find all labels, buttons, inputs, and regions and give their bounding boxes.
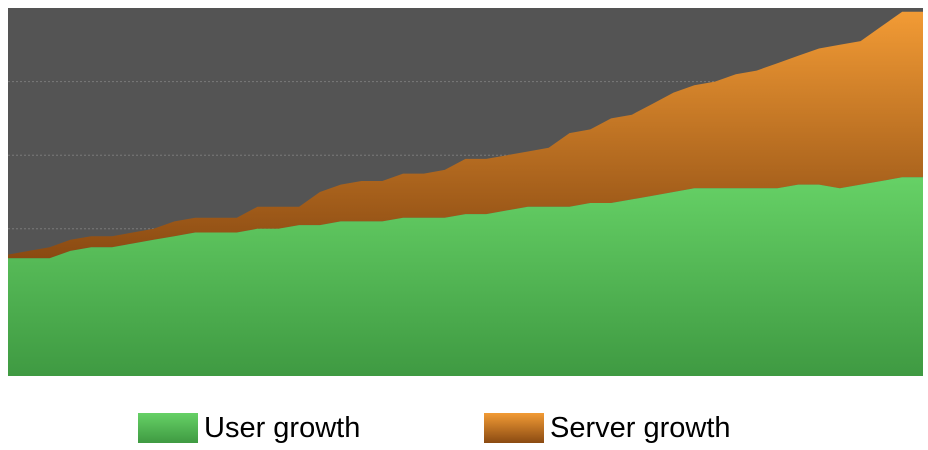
legend-item-user-growth: User growth (138, 408, 360, 448)
legend-label-server-growth: Server growth (550, 411, 731, 444)
legend-item-server-growth: Server growth (484, 408, 731, 448)
legend: User growth Server growth (0, 408, 928, 448)
area-user-growth (8, 177, 923, 376)
stacked-area-chart (8, 8, 923, 376)
area-server-growth (8, 11, 923, 259)
legend-label-user-growth: User growth (204, 411, 361, 444)
legend-swatch-user-growth (138, 413, 198, 443)
legend-swatch-server-growth (484, 413, 544, 443)
series-areas (8, 11, 923, 376)
